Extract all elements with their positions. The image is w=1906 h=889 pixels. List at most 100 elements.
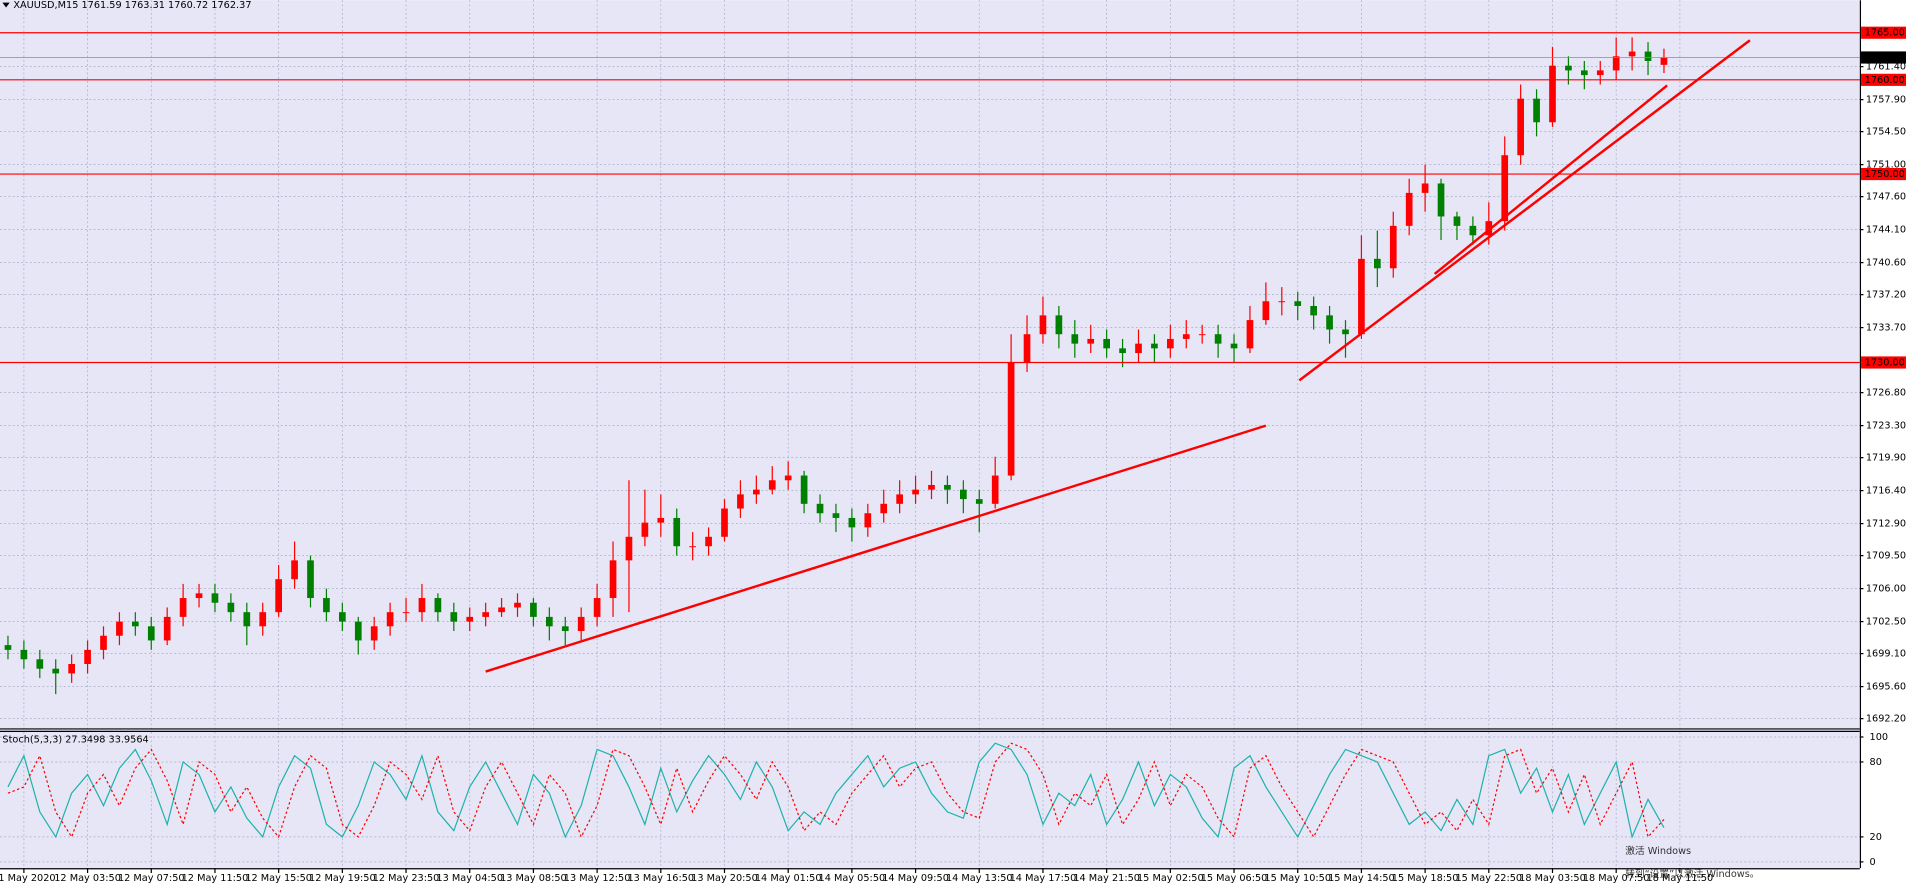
candle-body (1055, 315, 1063, 335)
candle-body (991, 475, 999, 504)
plot-background (0, 0, 1860, 869)
x-tick-label: 18 May 07:50 (1583, 873, 1650, 884)
candle-body (450, 612, 458, 622)
y-tick-label: 20 (1870, 832, 1882, 843)
price-level-tag (1861, 26, 1906, 39)
y-tick-label: 1712.90 (1866, 519, 1906, 530)
x-tick-label: 15 May 02:50 (1137, 873, 1204, 884)
candle-body (1644, 51, 1652, 61)
candle-body (466, 616, 474, 622)
candle-body (227, 602, 235, 613)
candle-body (1358, 258, 1365, 335)
x-tick-label: 14 May 17:50 (1010, 873, 1077, 884)
candle-body (434, 598, 442, 613)
candle-body (386, 612, 394, 627)
candle-body (68, 663, 75, 674)
y-tick-label: 1699.10 (1866, 649, 1906, 660)
price-axis-background (1859, 0, 1906, 889)
last-price-label: 1762.37 (1865, 52, 1905, 63)
candle-body (593, 598, 601, 617)
candle-body (546, 616, 553, 627)
price-level-tag (1861, 356, 1906, 369)
candle-body (1596, 70, 1604, 76)
candle-body (100, 635, 107, 650)
y-tick-label: 1716.40 (1866, 486, 1906, 497)
candle-body (1230, 343, 1238, 349)
candle-body (561, 626, 569, 632)
candle-body (657, 517, 665, 523)
x-tick-label: 12 May 23:50 (373, 873, 440, 884)
candle-body (1119, 348, 1126, 354)
menu-arrow-icon[interactable] (2, 2, 10, 8)
candle-body (880, 503, 888, 514)
time-axis-background (0, 868, 1860, 889)
y-tick-label: 100 (1870, 732, 1889, 743)
candle-body (243, 612, 251, 627)
candle-body (1182, 334, 1190, 339)
candle-body (354, 621, 362, 641)
candle-body (1198, 334, 1206, 336)
x-tick-label: 12 May 07:50 (118, 873, 185, 884)
candle-body (84, 649, 91, 664)
labels: 1692.20 1695.60 1699.10 1702.50 1706.00 1709.… (0, 26, 1906, 884)
candle-body (641, 522, 649, 537)
candle-body (752, 489, 760, 495)
candle-body (1007, 362, 1015, 476)
candle-body (864, 513, 872, 528)
last-price-tag (1861, 51, 1906, 64)
chart-title: XAUUSD,M15 1761.59 1763.31 1760.72 1762.… (13, 0, 251, 11)
x-tick-label: 15 May 06:50 (1201, 873, 1268, 884)
candle-body (402, 612, 410, 614)
y-tick-label: 0 (1870, 857, 1876, 868)
candle-body (116, 621, 123, 636)
y-tick-label: 1702.50 (1866, 617, 1906, 628)
candle-body (959, 489, 967, 500)
trend-line (485, 424, 1267, 673)
x-tick-label: 14 May 01:50 (755, 873, 822, 884)
candle-body (291, 560, 298, 580)
candle-body (1389, 225, 1397, 269)
y-tick-label: 80 (1870, 757, 1882, 768)
candle-body (20, 649, 28, 660)
candle-body (1628, 51, 1636, 57)
candle-body (1087, 338, 1095, 344)
candle-body (928, 484, 935, 490)
windows-watermark: 激活 Windows (1625, 844, 1691, 857)
price-level-label: 1760.00 (1865, 75, 1905, 86)
candle-body (1469, 225, 1477, 236)
candle-body (1310, 305, 1317, 316)
candle-body (211, 593, 219, 603)
y-tick-label: 1733.70 (1866, 323, 1906, 334)
candle-body (800, 475, 808, 504)
candle-body (418, 598, 426, 613)
y-tick-label: 1757.90 (1866, 95, 1906, 106)
x-tick-label: 13 May 12:50 (564, 873, 631, 884)
candle-body (1373, 258, 1381, 269)
candle-body (1549, 65, 1556, 123)
y-tick-label: 1761.40 (1866, 62, 1906, 73)
y-tick-label: 1723.30 (1866, 421, 1906, 432)
stochastic-line (7, 742, 1665, 839)
candle-body (1166, 338, 1174, 349)
candle-body (498, 607, 505, 613)
candle-body (1453, 216, 1461, 226)
trend-line (1298, 39, 1751, 382)
candle-body (370, 626, 378, 641)
y-tick-label: 1719.90 (1866, 453, 1906, 464)
candle-body (609, 560, 617, 599)
x-tick-label: 14 May 05:50 (819, 873, 886, 884)
x-tick-label: 15 May 18:50 (1392, 873, 1459, 884)
x-tick-label: 11 May 2020 (0, 873, 56, 884)
candle-body (1278, 301, 1286, 303)
candle-body (1501, 155, 1509, 222)
x-tick-label: 15 May 14:50 (1328, 873, 1395, 884)
candle-body (1485, 221, 1493, 236)
candle-body (1437, 183, 1445, 217)
price-level-tag (1861, 167, 1906, 181)
candle-body (163, 616, 171, 641)
x-tick-label: 13 May 20:50 (691, 873, 758, 884)
candle-body (132, 621, 139, 627)
candle-body (275, 579, 282, 613)
candle-body (737, 494, 744, 509)
candle-body (482, 612, 489, 617)
